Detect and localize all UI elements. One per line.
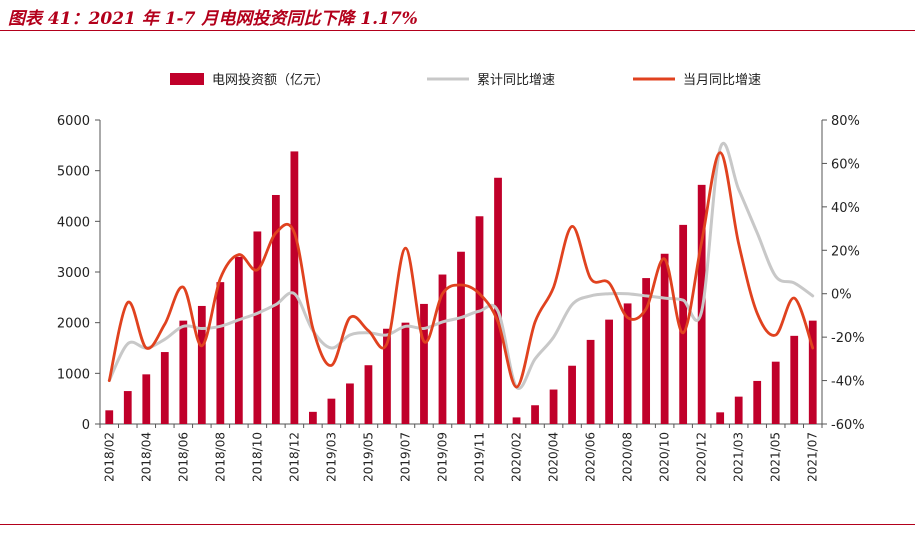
x-tick-label: 2021/05 [769,432,783,482]
legend-swatch [170,73,204,85]
bar [216,282,225,424]
bar [808,320,817,424]
y-right-tick-label: -20% [831,331,865,346]
bar [105,410,114,424]
bar [401,322,410,424]
bar [771,361,780,424]
bar [531,405,539,424]
bar [457,251,465,424]
legend-label: 累计同比增速 [477,73,555,88]
bar [660,253,669,424]
y-right-tick-label: 0% [831,288,852,303]
figure-title: 图表 41：2021 年 1-7 月电网投资同比下降 1.17% [8,9,418,29]
x-tick-label: 2018/08 [213,432,227,482]
y-left-tick-label: 0 [82,418,90,433]
bar [438,274,447,424]
y-right-tick-label: -60% [831,418,865,433]
title-rule [0,30,915,31]
bar [309,411,317,424]
x-tick-label: 2019/11 [473,432,487,482]
y-left-tick-label: 6000 [57,114,90,129]
bottom-rule [0,524,915,525]
bar [623,303,632,424]
x-tick-label: 2020/06 [584,432,598,482]
x-tick-label: 2018/02 [102,432,116,482]
bar [642,278,651,424]
series-line [107,151,815,389]
legend-label: 当月同比增速 [683,73,761,88]
bar [271,194,280,424]
bar [734,396,743,424]
bar [586,339,595,424]
bar [142,374,151,424]
x-tick-label: 2019/03 [324,432,338,482]
x-tick-label: 2021/03 [732,432,746,482]
bar [753,380,762,424]
y-left-tick-label: 2000 [57,317,90,332]
y-left-tick-label: 4000 [57,215,90,230]
y-left-tick-label: 3000 [57,266,90,281]
bar [679,224,688,424]
bar [253,231,262,424]
x-tick-label: 2020/12 [695,432,709,482]
y-right-tick-label: 60% [831,157,860,172]
y-right-tick-label: 20% [831,244,860,259]
x-tick-label: 2020/04 [547,432,561,482]
bar [568,365,576,424]
x-tick-label: 2019/09 [435,432,449,482]
bar [234,256,243,424]
bar [420,303,428,424]
y-right-tick-label: -40% [831,375,865,390]
x-tick-label: 2018/06 [176,432,190,482]
bar [475,216,484,424]
bar [364,365,373,424]
bar [605,319,613,424]
y-right-tick-label: 40% [831,201,860,216]
bar [197,305,206,424]
y-left-tick-label: 5000 [57,165,90,180]
bar [346,383,354,424]
bar [179,320,188,424]
x-tick-label: 2018/04 [139,432,153,482]
x-tick-label: 2021/07 [806,432,820,482]
bar [290,151,299,424]
bar [383,328,391,424]
bar [123,391,132,424]
y-left-tick-label: 1000 [57,367,90,382]
series-line [107,141,815,390]
bar [790,335,799,424]
bar [494,177,502,424]
x-tick-label: 2020/10 [658,432,672,482]
bar [160,352,169,424]
legend-label: 电网投资额（亿元） [212,72,329,88]
x-tick-label: 2018/10 [250,432,264,482]
bar [549,389,558,424]
x-tick-label: 2019/05 [361,432,375,482]
y-right-tick-label: 80% [831,114,860,129]
bar [512,417,521,424]
x-tick-label: 2018/12 [287,432,301,482]
x-tick-label: 2020/02 [510,432,524,482]
x-tick-label: 2020/08 [621,432,635,482]
bar [327,398,336,424]
bar [716,412,725,424]
x-tick-label: 2019/07 [398,432,412,482]
